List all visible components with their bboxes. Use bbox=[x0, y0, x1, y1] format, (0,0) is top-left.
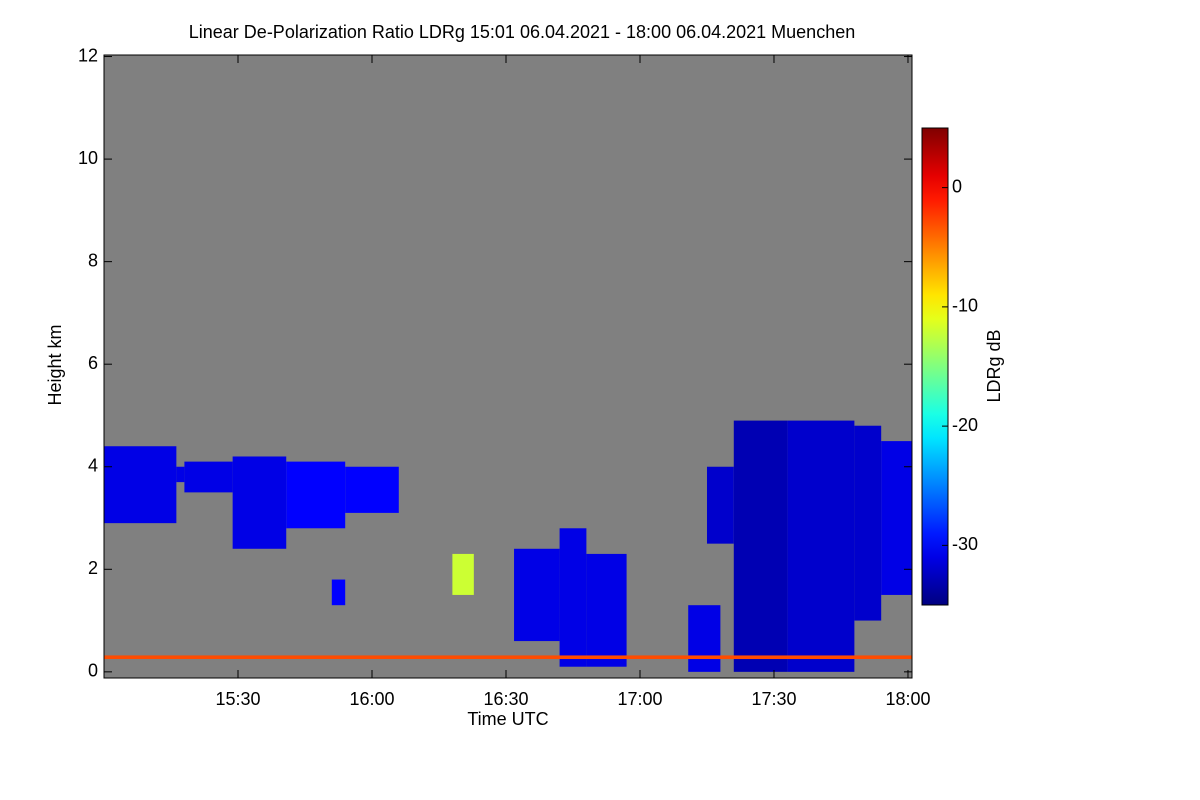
colorbar-tick-label: -30 bbox=[952, 534, 978, 554]
heatmap-cell bbox=[787, 420, 855, 672]
heatmap-cell bbox=[559, 528, 587, 667]
heatmap-cell bbox=[286, 461, 346, 529]
colorbar-tick-label: 0 bbox=[952, 176, 962, 196]
colorbar-label: LDRg dB bbox=[984, 329, 1004, 402]
y-tick-label: 2 bbox=[88, 558, 98, 578]
heatmap-cell bbox=[586, 553, 627, 667]
plot-frame bbox=[103, 54, 913, 679]
y-tick-label: 0 bbox=[88, 661, 98, 681]
x-tick-label: 15:30 bbox=[215, 689, 260, 709]
heatmap-cell bbox=[176, 466, 185, 483]
y-tick-label: 12 bbox=[78, 45, 98, 65]
y-tick-label: 10 bbox=[78, 148, 98, 168]
heatmap-cell bbox=[733, 420, 788, 672]
heatmap-cell bbox=[184, 461, 233, 493]
heatmap-cell bbox=[514, 548, 560, 642]
heatmap-cell bbox=[232, 456, 287, 549]
x-tick-label: 16:30 bbox=[483, 689, 528, 709]
heatmap-cell bbox=[706, 466, 734, 544]
heatmap-cell bbox=[104, 446, 177, 524]
heatmap-cell bbox=[452, 553, 474, 595]
chart-title: Linear De-Polarization Ratio LDRg 15:01 … bbox=[189, 22, 855, 42]
x-tick-label: 17:30 bbox=[751, 689, 796, 709]
colorbar-tick-label: -20 bbox=[952, 415, 978, 435]
heatmap-cell bbox=[688, 605, 721, 672]
y-tick-label: 6 bbox=[88, 353, 98, 373]
heatmap-cell bbox=[881, 441, 912, 595]
heatmap-cell bbox=[345, 466, 399, 513]
y-tick-label: 8 bbox=[88, 250, 98, 270]
heatmap-cell bbox=[331, 579, 346, 606]
colorbar bbox=[921, 127, 949, 606]
y-tick-label: 4 bbox=[88, 455, 98, 475]
y-axis-label: Height km bbox=[45, 324, 65, 405]
x-tick-label: 17:00 bbox=[617, 689, 662, 709]
x-tick-label: 18:00 bbox=[885, 689, 930, 709]
heatmap-cell bbox=[854, 425, 882, 621]
colorbar-tick-label: -10 bbox=[952, 296, 978, 316]
x-tick-label: 16:00 bbox=[349, 689, 394, 709]
x-axis-label: Time UTC bbox=[467, 709, 548, 729]
heatmap-cell bbox=[104, 655, 912, 660]
